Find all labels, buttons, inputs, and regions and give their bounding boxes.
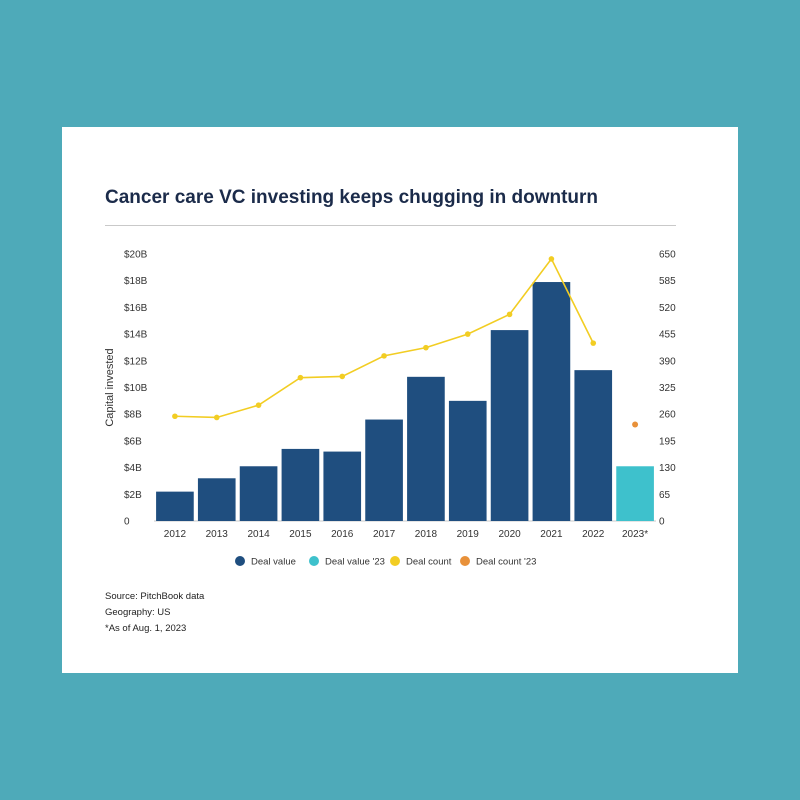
y-right-tick-label: 260 xyxy=(659,410,676,421)
x-tick-label: 2016 xyxy=(331,529,354,540)
footnote-geography: Geography: US xyxy=(105,607,171,618)
y-left-tick-label: $20B xyxy=(124,250,148,261)
line-deal-count xyxy=(174,257,594,419)
x-tick-label: 2014 xyxy=(247,529,270,540)
bar-deal-value-23-2023 xyxy=(616,466,654,521)
y-right-tick-label: 0 xyxy=(659,517,665,528)
x-tick-label: 2019 xyxy=(457,529,480,540)
y-left-tick-label: $10B xyxy=(124,383,148,394)
x-tick-label: 2021 xyxy=(540,529,563,540)
point-deal-count-2019 xyxy=(464,331,471,337)
chart-title: Cancer care VC investing keeps chugging … xyxy=(105,187,599,208)
x-tick-label: 2013 xyxy=(206,529,229,540)
y-left-tick-label: 0 xyxy=(124,517,130,528)
bar-deal-value-2021 xyxy=(532,282,571,521)
y-axis-title: Capital invested xyxy=(104,348,116,426)
y-right-tick-label: 195 xyxy=(659,436,676,447)
point-deal-count-2014 xyxy=(255,402,262,408)
point-deal-count-2013 xyxy=(213,414,220,421)
y-right-tick-label: 650 xyxy=(659,250,676,261)
x-tick-label: 2018 xyxy=(415,529,438,540)
x-tick-label: 2015 xyxy=(289,529,312,540)
y-right-tick-label: 455 xyxy=(659,330,676,341)
legend-label-deal-count: Deal count xyxy=(406,557,452,568)
bar-deal-value-2014 xyxy=(239,466,278,521)
x-tick-label: 2017 xyxy=(373,529,396,540)
footnotes: Source: PitchBook data Geography: US *As… xyxy=(105,589,204,637)
y-left-tick-label: $12B xyxy=(124,356,148,367)
chart-card: Cancer care VC investing keeps chugging … xyxy=(62,127,738,673)
y-left-tick-label: $6B xyxy=(124,436,142,447)
point-deal-count-2017 xyxy=(381,353,387,359)
point-deal-count-2016 xyxy=(339,373,346,380)
chart-canvas: 0 $2B $4B $6B $8B $10B $12B $14B $16B $18B $20B 0 65… xyxy=(104,250,676,568)
legend-label-deal-value-23: Deal value '23 xyxy=(325,557,385,568)
point-deal-count-2021 xyxy=(548,256,555,262)
point-deal-count-2015 xyxy=(297,374,304,381)
legend-swatch-deal-value-23 xyxy=(309,556,319,566)
bar-deal-value-2018 xyxy=(407,376,445,521)
y-left-tick-label: $18B xyxy=(124,276,148,287)
title-divider xyxy=(105,225,676,226)
point-deal-count-2012 xyxy=(172,413,178,420)
y-left-tick-label: $16B xyxy=(124,303,148,314)
y-left-tick-label: $8B xyxy=(124,410,142,421)
y-right-tick-label: 130 xyxy=(659,463,676,474)
x-tick-label: 2012 xyxy=(164,529,187,540)
y-left-tick-label: $4B xyxy=(124,463,142,474)
x-tick-label: 2022 xyxy=(582,529,605,540)
y-left-tick-label: $2B xyxy=(124,490,142,501)
footnote-source: Source: PitchBook data xyxy=(105,591,205,602)
legend-label-deal-count-23: Deal count '23 xyxy=(476,557,536,568)
bar-deal-value-2019 xyxy=(448,400,487,521)
legend-label-deal-value: Deal value xyxy=(251,557,296,568)
bar-deal-value-2013 xyxy=(197,478,236,521)
legend-swatch-deal-value xyxy=(235,556,245,566)
y-right-tick-label: 585 xyxy=(659,276,676,287)
point-deal-count-2020 xyxy=(506,311,513,318)
bar-deal-value-2012 xyxy=(156,491,194,521)
y-right-tick-label: 65 xyxy=(659,490,671,501)
y-right-tick-label: 520 xyxy=(659,303,676,314)
bar-deal-value-2017 xyxy=(365,419,403,521)
y-right-tick-label: 325 xyxy=(659,383,676,394)
point-deal-count-2018 xyxy=(423,344,429,351)
bar-deal-value-2020 xyxy=(490,330,529,521)
bar-deal-value-2016 xyxy=(323,451,362,521)
x-tick-label: 2023* xyxy=(622,529,648,540)
bar-deal-value-2015 xyxy=(281,448,320,521)
footnote-date: *As of Aug. 1, 2023 xyxy=(105,623,187,634)
y-left-tick-label: $14B xyxy=(124,330,148,341)
legend-swatch-deal-count xyxy=(390,556,400,566)
x-tick-label: 2020 xyxy=(498,529,521,540)
legend-swatch-deal-count-23 xyxy=(460,556,470,566)
bar-deal-value-2022 xyxy=(574,370,613,521)
y-right-tick-label: 390 xyxy=(659,356,676,367)
point-deal-count-23-2023 xyxy=(632,421,639,428)
point-deal-count-2022 xyxy=(590,340,597,346)
